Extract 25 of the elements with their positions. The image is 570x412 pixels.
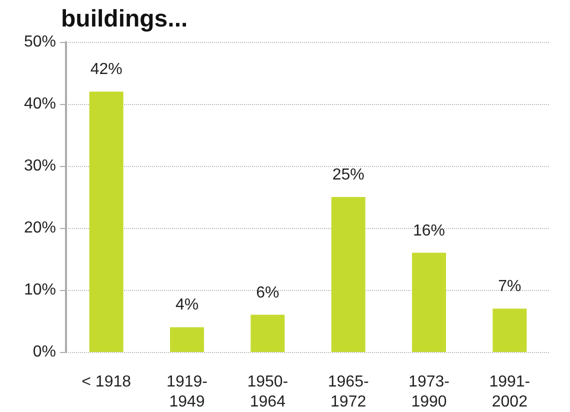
bar (331, 197, 366, 352)
data-label: 25% (332, 166, 364, 184)
y-tick-label: 10% (24, 282, 56, 298)
data-label: 7% (498, 278, 522, 296)
bar (170, 327, 204, 352)
data-label: 6% (256, 284, 280, 302)
x-tick-label: 1991-2002 (489, 374, 530, 410)
bar (412, 252, 446, 352)
x-tick-label: 1950-1964 (247, 374, 288, 410)
x-tick-label: < 1918 (82, 374, 132, 390)
x-tick-label: 1919-1949 (166, 374, 208, 410)
data-label: 4% (175, 296, 199, 314)
y-tick-label: 0% (32, 344, 56, 360)
y-tick-label: 20% (24, 220, 56, 236)
x-tick-label: 1965-1972 (328, 374, 369, 410)
y-tick-label: 40% (24, 96, 56, 112)
y-tick-label: 50% (24, 34, 56, 50)
bar (492, 308, 527, 352)
data-label: 16% (412, 222, 446, 240)
x-tick-label: 1973-1990 (408, 374, 450, 410)
chart-title: buildings... (61, 6, 188, 32)
data-label: 42% (90, 61, 122, 78)
y-tick-label: 30% (24, 158, 56, 174)
bar (250, 314, 285, 352)
bar (89, 92, 124, 352)
